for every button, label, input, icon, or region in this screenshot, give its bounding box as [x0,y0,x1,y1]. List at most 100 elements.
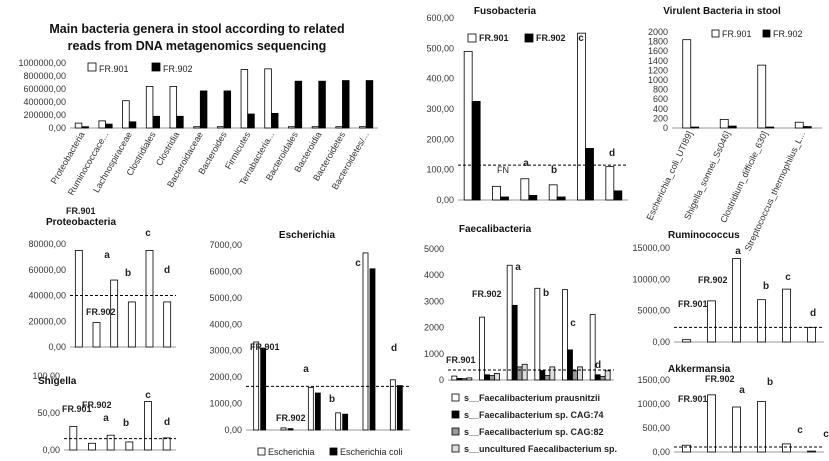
main-chart-bar [128,121,137,129]
escherichia-chart-annotation: b [329,394,335,405]
virulent-chart-legend-label: FR.901 [722,29,752,39]
main-chart-bar [105,123,113,129]
escherichia-chart-bar [396,385,403,431]
faecali-chart-bar [516,366,523,381]
virulent-chart-legend-label: FR.902 [773,29,803,39]
main-chart-legend-label: FR.902 [163,64,193,74]
faecali-chart-bar [494,373,500,381]
faecali-chart-bar [589,314,596,381]
main-chart-bar [98,120,106,129]
main-chart-bar [318,80,326,129]
akker-chart-bar [782,443,791,453]
faecali-chart-legend-label: s__Faecalibacterium prausnitzii [464,393,600,403]
virulent-chart-ytick-label: 1800 [648,37,668,47]
faecali-chart-legend-swatch [451,410,460,419]
fuso-chart-bar [471,101,481,201]
escherichia-chart-annotation: c [355,258,361,269]
shigella-chart-ytick-label: 100,00 [32,371,60,381]
faecali-chart-legend-swatch [451,427,460,436]
fuso-chart-legend-swatch [524,33,534,43]
proteo-chart-title: Proteobacteria [46,217,116,228]
akker-chart-ytick-label: 1000,00 [637,399,670,409]
rumino-chart-annotation: b [763,281,769,292]
akker-chart-bar [807,450,816,453]
faecali-chart-bar [489,375,495,381]
akker-chart-bar [757,401,766,453]
main-chart-bar [365,80,374,129]
akker-chart-ytick-label: 0,00 [652,447,670,457]
rumino-chart-annotation: a [735,246,741,257]
proteo-chart-annotation: d [164,265,170,276]
escherichia-chart-ytick-label: 6000,00 [209,266,242,276]
rumino-chart-annotation: c [785,272,791,283]
main-chart-bar [193,126,201,129]
escherichia-chart-bar [314,392,321,431]
main-chart-ytick-label: 1000000,00 [18,58,66,68]
faecali-chart-bar [456,378,463,381]
escherichia-chart-ytick-label: 4000,00 [209,319,242,329]
virulent-chart-ytick-label: 1200 [648,65,668,75]
shigella-chart-annotation: b [123,418,129,429]
shigella-chart-annotation: c [145,390,151,401]
fuso-chart-bar [613,190,623,201]
virulent-chart-legend-swatch [711,29,720,38]
faecali-chart-ytick-label: 4000 [424,270,444,280]
rumino-chart-bar [732,258,741,343]
fuso-chart-annotation: c [578,33,584,44]
akker-chart-title: Akkermansia [668,364,731,375]
fuso-chart-ytick-label: 400,00 [426,74,454,84]
faecali-chart-bar [451,375,458,381]
rumino-chart-ytick-label: 15000,00 [632,243,670,253]
shigella-chart-bar [106,434,115,451]
proteo-chart-bar [145,250,154,348]
main-chart-bar [122,100,130,129]
shigella-chart-bar [144,401,152,451]
fuso-chart-bar [605,166,615,201]
proteo-chart-annotation: FR.901 [66,206,96,216]
faecali-chart-annotation: c [570,318,576,329]
proteo-chart-ytick-label: 80000,00 [28,239,66,249]
main-chart-bar [81,126,89,129]
main-chart-bar [294,80,303,129]
virulent-chart-ytick-label: 1600 [648,46,668,56]
faecali-chart-annotation: d [595,360,601,371]
escherichia-chart-annotation: a [303,364,309,375]
akker-chart-ytick-label: 500,00 [642,423,670,433]
virulent-chart-bar [727,125,737,129]
main-chart-bar [145,86,154,129]
faecali-chart-bar [604,370,611,381]
shigella-chart-bar [162,437,171,451]
faecali-chart-ytick-label: 2000 [424,323,444,333]
shigella-chart-title: Shigella [38,376,77,387]
main-chart-legend-swatch [151,62,161,72]
fuso-chart-annotation: b [551,165,557,176]
escherichia-chart-ytick-label: 2000,00 [209,372,242,382]
fuso-chart-bar [500,196,509,201]
fuso-chart-ytick-label: 200,00 [426,134,454,144]
main-chart-bar [223,90,232,129]
rumino-chart-ytick-label: 0,00 [652,337,670,347]
escherichia-chart-bar [389,379,396,431]
akker-chart-bar [707,394,716,453]
fuso-chart: Fusobacteria 0,00 100,00 200,00 300,00 400,00… [426,6,628,205]
virulent-chart-ytick-label: 1400 [648,56,668,66]
faecali-chart-bar [521,363,528,381]
rumino-chart-bar [782,288,791,343]
virulent-chart-bar [690,126,700,129]
virulent-chart-ytick-label: 200 [653,113,668,123]
rumino-chart-annotation: FR.902 [698,275,728,285]
escherichia-chart-annotation: FR.901 [250,342,280,352]
fuso-chart-legend-label: FR.902 [536,33,566,43]
faecali-chart-annotation: FR.901 [446,355,476,365]
main-chart-bar [342,80,350,129]
proteo-chart-bar [74,250,83,348]
faecali-chart-legend-label: s__Faecalibacterium sp. CAG:82 [464,427,604,437]
fuso-chart-annotation: d [609,148,615,159]
fuso-chart-annotation: FN [497,165,509,175]
akker-chart-annotation: FR.901 [678,394,708,404]
escherichia-chart-ytick-label: 1000,00 [209,399,242,409]
rumino-chart-annotation: d [810,308,816,319]
main-chart-bar [240,69,249,129]
